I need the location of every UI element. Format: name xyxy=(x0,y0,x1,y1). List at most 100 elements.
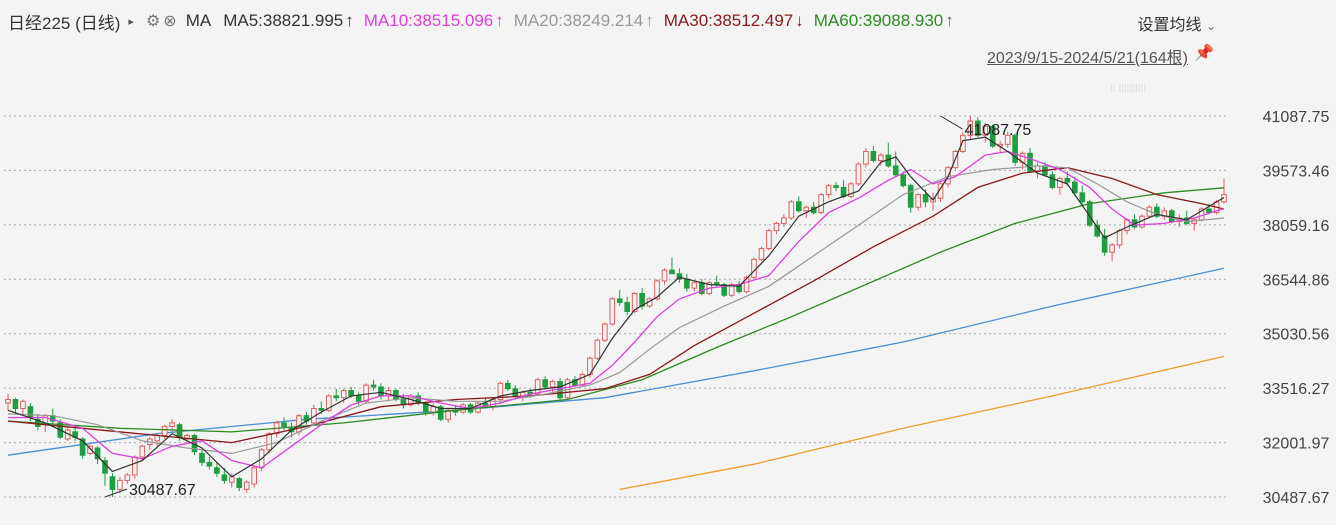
candle-body xyxy=(266,433,272,451)
candle-body xyxy=(788,201,795,219)
candle-body xyxy=(542,379,548,388)
candle-body xyxy=(863,151,869,165)
annotation-label: 30487.67 xyxy=(129,482,196,499)
candle-body xyxy=(12,399,19,409)
candle-body xyxy=(728,283,735,296)
candle-body xyxy=(982,125,989,136)
candle-body xyxy=(624,301,631,312)
candle-body xyxy=(825,185,832,196)
candle-body xyxy=(609,298,616,325)
candle-body xyxy=(975,120,981,136)
candle-body xyxy=(713,282,720,285)
candle-body xyxy=(117,479,123,490)
candle-body xyxy=(967,120,974,136)
candle-body xyxy=(855,163,862,185)
candle-body xyxy=(1071,181,1078,194)
pin-icon[interactable]: 📌 xyxy=(1194,45,1214,62)
candle-body xyxy=(79,438,86,456)
ma20-line xyxy=(7,165,1225,455)
candle-body xyxy=(892,165,899,176)
candle-body xyxy=(773,222,780,232)
candle-body xyxy=(1109,244,1115,253)
candle-body xyxy=(669,269,675,275)
settings-ma-label: 设置均线 xyxy=(1137,17,1202,34)
candle-body xyxy=(490,399,496,408)
candle-body xyxy=(960,134,966,153)
symbol-title: 日经225 (日线) xyxy=(8,13,121,33)
y-tick-label: 32001.97 xyxy=(1263,436,1330,453)
candle-body xyxy=(1079,192,1086,203)
gear-icon[interactable]: ⚙ xyxy=(145,13,161,30)
header-line: 日经225 (日线) ▸ ⚙ ⊗ MA MA5:38821.995 ↑ MA10:3… xyxy=(8,10,964,33)
y-tick-label: 38059.16 xyxy=(1263,218,1330,235)
candle-body xyxy=(1064,177,1071,183)
candle-body xyxy=(340,390,347,399)
candle-body xyxy=(161,425,168,436)
candle-body xyxy=(214,467,220,474)
candle-body xyxy=(378,386,384,397)
ma-legend-label: MA20:38249.214 xyxy=(513,11,644,30)
ma-legend-item: MA20:38249.214 ↑ xyxy=(514,11,654,31)
candle-body xyxy=(661,269,668,282)
ma5-line xyxy=(7,136,1225,478)
candle-body xyxy=(594,339,601,359)
candle-body xyxy=(318,407,325,411)
candle-body xyxy=(87,445,93,454)
candle-body xyxy=(795,201,802,212)
trend-arrow-icon: ↑ xyxy=(945,11,954,30)
settings-ma-button[interactable]: 设置均线 ⌄ xyxy=(1137,11,1216,35)
candle-body xyxy=(1012,134,1018,163)
candle-body xyxy=(922,194,929,203)
candle-body xyxy=(243,481,250,490)
close-icon[interactable]: ⊗ xyxy=(163,13,177,30)
candle-body xyxy=(840,186,847,197)
ma-legend-label: MA30:38512.497 xyxy=(663,11,794,30)
candle-body xyxy=(1101,235,1108,253)
candle-body xyxy=(631,292,638,312)
candle-body xyxy=(781,217,787,224)
candle-body xyxy=(333,395,340,399)
trend-arrow-icon: ↓ xyxy=(795,11,804,30)
ma-legend: MA5:38821.995 ↑ MA10:38515.096 ↑ MA20:38249.… xyxy=(223,11,964,31)
candle-body xyxy=(1116,230,1123,246)
candle-body xyxy=(616,298,623,303)
candle-body xyxy=(430,406,437,413)
annotation-pointer xyxy=(940,115,963,130)
y-tick-label: 41087.75 xyxy=(1263,109,1330,126)
expand-triangle-icon[interactable]: ▸ xyxy=(128,15,134,28)
ma10-line xyxy=(8,150,1225,469)
ma-legend-item: MA10:38515.096 ↑ xyxy=(364,11,504,31)
ma30-line xyxy=(7,167,1225,444)
ma120-line xyxy=(7,267,1225,456)
candle-body xyxy=(497,382,504,401)
candle-body xyxy=(848,183,854,197)
trend-arrow-icon: ↑ xyxy=(645,11,654,30)
candle-body xyxy=(572,379,578,386)
candle-body xyxy=(878,154,884,161)
candle-body xyxy=(124,474,131,481)
candle-body xyxy=(900,174,907,187)
candle-body xyxy=(743,276,750,293)
candle-body xyxy=(445,409,451,420)
candle-body xyxy=(505,382,511,390)
ma-legend-label: MA10:38515.096 xyxy=(363,11,494,30)
trend-arrow-icon: ↑ xyxy=(345,11,354,30)
candle-body xyxy=(139,445,146,458)
candle-body xyxy=(169,422,175,427)
chevron-down-icon: ⌄ xyxy=(1205,19,1216,33)
candle-body xyxy=(751,258,757,278)
candle-body xyxy=(221,474,228,481)
candle-body xyxy=(1049,174,1056,188)
candle-body xyxy=(5,399,11,404)
candle-body xyxy=(803,206,810,212)
candle-body xyxy=(549,381,556,388)
candle-body xyxy=(109,476,116,490)
candle-body xyxy=(534,379,541,395)
y-tick-label: 35030.56 xyxy=(1263,327,1330,344)
zoom-navigator-icon[interactable]: ⁞⁞ ⁞⁞⁞⁞⁞⁞⁞⁞⁞⁞ xyxy=(1110,84,1147,95)
candle-body xyxy=(132,456,138,476)
y-tick-label: 36544.86 xyxy=(1263,272,1330,289)
indicator-name: MA xyxy=(185,11,212,30)
